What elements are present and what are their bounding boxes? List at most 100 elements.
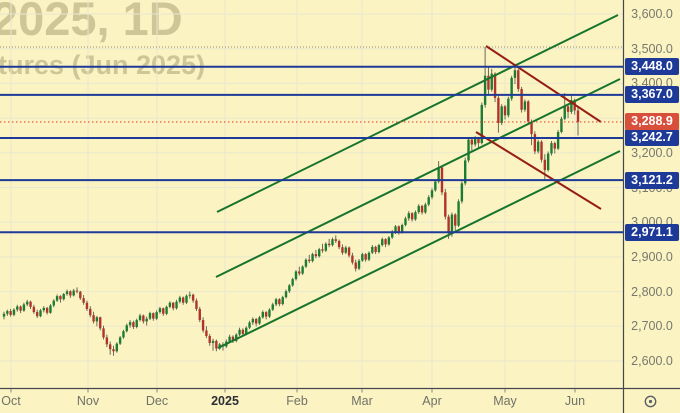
ascending-channel-trendline[interactable] (215, 78, 621, 278)
candle-body-up (128, 322, 132, 326)
candle-body-down (520, 88, 523, 110)
candle-body-down (497, 97, 500, 123)
time-axis-label-mar: Mar (351, 394, 373, 408)
candle-body-down (92, 315, 95, 322)
candle-body-up (72, 290, 75, 296)
candle-body-down (543, 159, 547, 171)
candle-body-down (447, 216, 450, 234)
candle-body-down (35, 312, 39, 317)
candle-body-down (45, 307, 49, 313)
candle-body-down (32, 306, 36, 313)
candle-body-up (546, 153, 550, 171)
candle-body-up (268, 309, 271, 317)
last-price-label[interactable]: 3,288.9 (625, 113, 679, 131)
candle-body-up (62, 294, 65, 300)
candle-body-down (195, 300, 198, 309)
candle-body-down (314, 254, 318, 257)
candle-body-down (493, 73, 497, 98)
candle-body-down (530, 121, 533, 135)
candle-body-up (39, 310, 42, 317)
candle-body-up (138, 315, 142, 321)
candle-body-up (464, 160, 467, 184)
candle-body-down (201, 320, 205, 331)
candle-body-up (430, 190, 434, 198)
candle-body-down (384, 239, 387, 245)
candle-body-up (238, 329, 241, 335)
level-price-label[interactable]: 3,242.7 (625, 129, 679, 147)
candle-body-up (550, 143, 553, 154)
candle-body-down (264, 312, 268, 317)
candle-body-up (523, 101, 527, 110)
candle-body-down (364, 254, 367, 260)
candle-body-down (576, 110, 580, 122)
candle-body-up (570, 100, 573, 112)
candle-body-down (75, 290, 79, 292)
candle-body-down (208, 336, 211, 343)
candle-body-up (95, 317, 99, 322)
candle-body-down (503, 106, 507, 116)
candle-body-down (105, 337, 109, 345)
price-axis[interactable]: 3,600.03,500.03,400.03,300.03,200.03,100… (624, 0, 680, 388)
candle-body-up (480, 104, 483, 144)
candle-body-down (205, 330, 208, 337)
candle-body-up (281, 297, 284, 305)
candle-body-up (407, 213, 410, 219)
candle-body-up (556, 131, 560, 149)
candle-body-up (414, 212, 417, 220)
candle-body-up (536, 141, 540, 152)
candle-body-up (178, 297, 182, 302)
candle-body-up (118, 337, 122, 344)
level-price-label[interactable]: 2,971.1 (625, 223, 679, 241)
time-axis[interactable]: Oct Nov Dec 2025 Feb Mar Apr May Jun (0, 389, 623, 413)
candle-body-up (324, 243, 328, 251)
candle-body-up (228, 336, 231, 342)
candle-body-up (301, 266, 304, 274)
level-price-label[interactable]: 3,448.0 (625, 58, 679, 76)
candle-body-up (500, 106, 503, 123)
price-tick-label: 2,800.0 (631, 284, 673, 299)
candle-body-down (254, 319, 258, 324)
candle-body-up (271, 304, 274, 310)
candle-body-up (6, 311, 9, 314)
candle-body-down (566, 106, 570, 112)
candle-body-up (115, 343, 119, 352)
candle-body-up (42, 307, 46, 311)
candle-body-up (26, 301, 29, 305)
drawings-layer (215, 14, 621, 349)
candle-body-up (318, 249, 321, 257)
candle-body-down (444, 192, 447, 217)
candle-body-up (235, 334, 238, 341)
candle-body-down (215, 340, 218, 349)
candle-body-down (241, 329, 245, 334)
level-price-label[interactable]: 3,121.2 (625, 171, 679, 189)
candle-body-down (198, 308, 201, 321)
candle-body-up (145, 318, 148, 322)
candle-body-up (304, 259, 308, 267)
candle-body-down (527, 101, 530, 122)
candle-body-up (22, 304, 26, 311)
candle-body-up (311, 254, 314, 262)
candle-body-up (427, 197, 430, 205)
candle-body-down (85, 302, 89, 309)
descending-channel-trendline[interactable] (485, 45, 602, 123)
candle-body-up (248, 322, 251, 328)
candles-layer (2, 46, 580, 356)
level-price-label[interactable]: 3,367.0 (625, 86, 679, 104)
descending-channel-trendline[interactable] (475, 131, 602, 210)
candle-body-up (424, 204, 427, 213)
candle-body-down (351, 255, 354, 263)
ascending-channel-trendline[interactable] (217, 150, 621, 349)
candle-body-up (16, 306, 19, 310)
candle-body-up (175, 301, 178, 309)
candle-body-down (334, 239, 337, 241)
candle-body-down (102, 328, 105, 338)
candle-body-down (69, 291, 72, 296)
candle-body-up (460, 183, 464, 202)
candle-body-up (377, 245, 381, 253)
candle-body-down (477, 137, 480, 144)
time-axis-label-apr: Apr (422, 394, 442, 408)
timezone-icon[interactable] (640, 392, 660, 410)
candle-body-down (553, 143, 556, 149)
